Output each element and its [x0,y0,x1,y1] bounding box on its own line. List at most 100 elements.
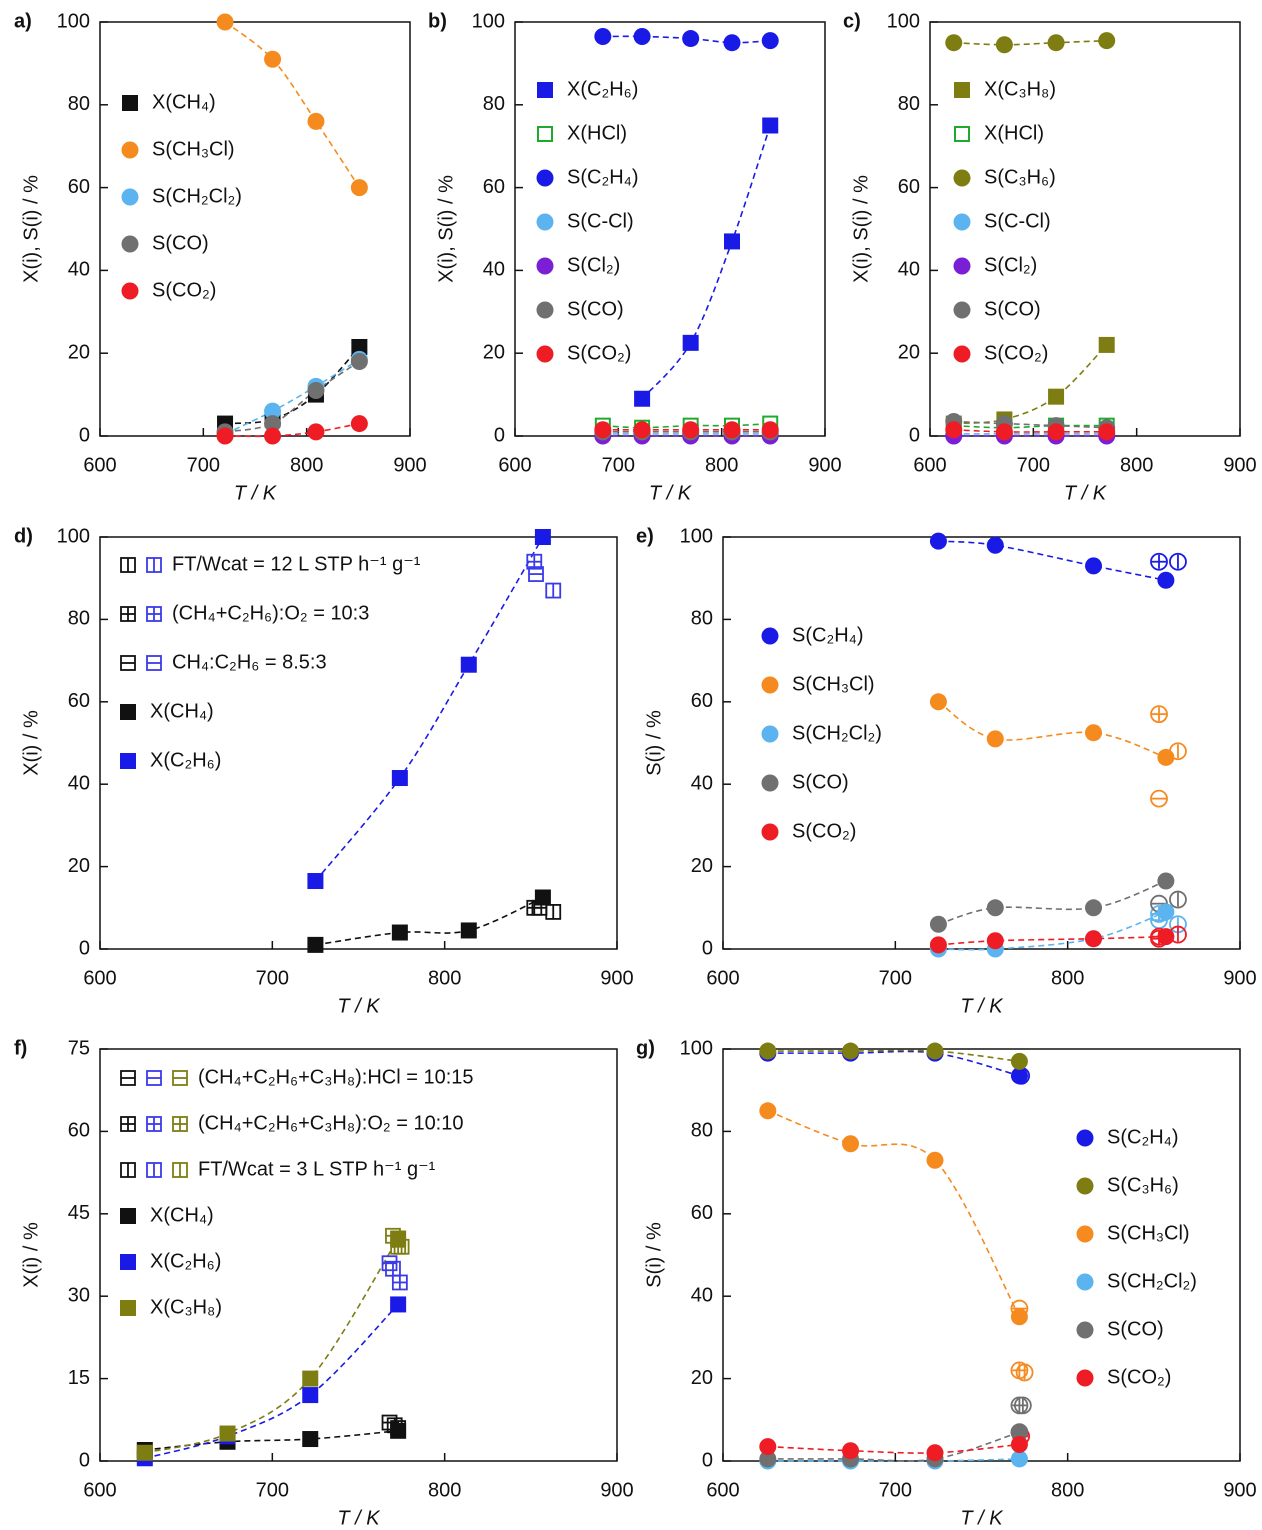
data-point [1157,571,1175,589]
x-tick-label: 700 [879,967,912,989]
fit-line [224,21,361,189]
y-tick-label: 0 [909,424,920,446]
data-point [307,936,324,953]
y-axis-label: X(i), S(i) / % [435,175,457,283]
data-point [594,27,612,45]
x-tick-label: 700 [1017,454,1050,476]
y-tick-label: 100 [680,525,713,547]
legend-marker [172,1070,188,1086]
legend-label: S(CO₂) [792,820,856,842]
data-point [842,1442,860,1460]
legend-label: X(C₂H₆) [567,78,638,100]
legend-label: S(C-Cl) [984,210,1051,232]
condition-point [1150,789,1168,808]
condition-point [381,1255,398,1272]
x-tick-label: 600 [913,454,946,476]
data-point [1048,388,1065,405]
panel-label: e) [636,525,654,547]
legend-label: (CH₄+C₂H₆+C₃H₈):O₂ = 10:10 [198,1112,464,1134]
legend-label: S(CO) [567,298,624,320]
legend-marker [953,257,971,275]
legend-label: S(CO) [984,298,1041,320]
fit-line [767,1431,1020,1462]
data-point [350,179,368,197]
x-tick-label: 900 [1223,1479,1256,1501]
y-axis-label: X(i), S(i) / % [850,175,872,283]
data-point [307,112,325,130]
legend-label: S(CO₂) [1107,1366,1171,1388]
fit-line [938,935,1166,946]
legend-marker [120,655,136,671]
y-tick-label: 40 [68,259,90,281]
legend-label: S(CH₃Cl) [1107,1222,1190,1244]
y-tick-label: 80 [68,608,90,630]
y-tick-label: 0 [494,424,505,446]
condition-point [391,1274,408,1291]
data-point [307,381,325,399]
legend-marker [120,753,136,769]
y-tick-label: 0 [702,937,713,959]
data-point [1157,872,1175,890]
y-tick-label: 60 [68,1120,90,1142]
plot-frame [99,536,618,950]
data-point [995,423,1013,441]
legend-label: S(CO₂) [567,342,631,364]
marker-outline [1010,1361,1029,1380]
y-tick-label: 60 [691,690,713,712]
legend-marker [761,627,779,645]
data-point [302,1370,319,1387]
y-tick-label: 20 [691,855,713,877]
data-point [264,427,282,445]
x-tick-label: 900 [1223,967,1256,989]
data-point [1010,1423,1028,1441]
y-axis-label: X(i) / % [20,1222,42,1288]
legend-label: FT/Wcat = 12 L STP h⁻¹ g⁻¹ [172,553,421,575]
y-tick-label: 20 [68,855,90,877]
legend-marker [120,1070,136,1086]
x-axis-label: T / K [649,482,693,504]
fit-line [767,1110,1021,1318]
fit-line [938,911,1167,951]
legend-label: S(CH₃Cl) [152,138,235,160]
legend-marker [172,1116,188,1132]
data-point [682,30,700,48]
data-point [350,352,368,370]
legend-marker [146,655,162,671]
data-point [1157,928,1175,946]
legend-marker [146,606,162,622]
plot-frame [99,21,411,437]
legend-label: (CH₄+C₂H₆):O₂ = 10:3 [172,602,369,624]
marker-outline [1150,789,1168,808]
fit-line [953,424,1107,429]
legend-label: S(CH₂Cl₂) [1107,1270,1197,1292]
plot-frame [929,21,1241,437]
legend-label: S(Cl₂) [567,254,620,276]
data-point [761,32,779,50]
data-point [761,421,779,439]
x-tick-label: 800 [290,454,323,476]
legend-label: S(CO) [152,232,209,254]
y-tick-label: 100 [680,1037,713,1059]
data-point [682,421,700,439]
data-point [724,233,740,250]
condition-point [1150,552,1168,571]
legend-label: S(CO) [792,771,849,793]
y-tick-label: 60 [68,690,90,712]
legend-marker [120,704,136,720]
legend-label: X(C₂H₆) [150,749,221,771]
x-tick-label: 600 [83,454,116,476]
legend-marker [536,213,554,231]
legend-marker [122,95,138,111]
condition-point [1169,552,1187,571]
fit-line [224,346,360,425]
fit-line [144,1303,399,1460]
x-tick-label: 700 [256,1479,289,1501]
legend-label: S(C₃H₆) [984,166,1056,188]
y-tick-label: 40 [691,772,713,794]
data-point [391,770,408,787]
legend-marker [1076,1177,1094,1195]
legend-marker [761,823,779,841]
legend-marker [761,774,779,792]
data-point [390,1296,407,1313]
fit-line [224,358,360,435]
